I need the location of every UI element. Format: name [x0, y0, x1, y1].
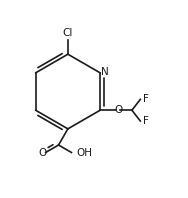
Text: F: F: [143, 116, 149, 126]
Text: O: O: [39, 148, 47, 158]
Text: Cl: Cl: [63, 28, 73, 38]
Text: F: F: [143, 94, 149, 104]
Text: O: O: [114, 105, 123, 115]
Text: N: N: [101, 67, 109, 77]
Text: OH: OH: [77, 148, 93, 158]
